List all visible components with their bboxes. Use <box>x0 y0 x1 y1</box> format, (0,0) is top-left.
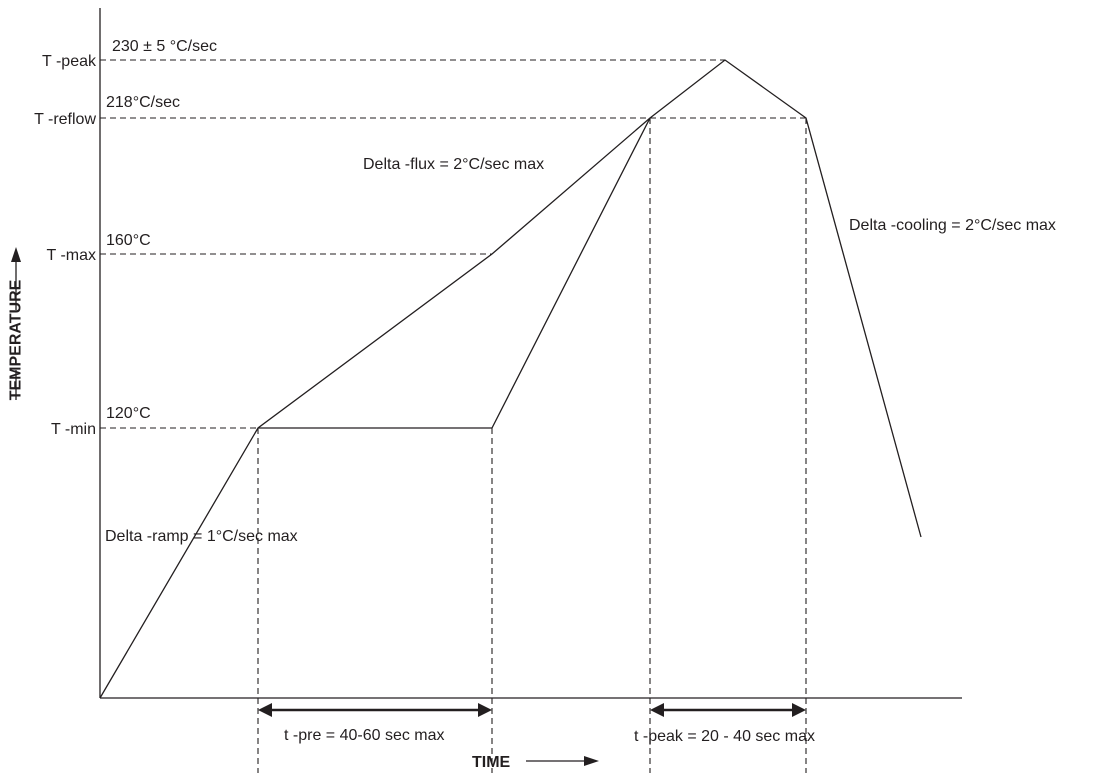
t-reflow-value: 218°C/sec <box>106 94 180 111</box>
t-peak-label: T -peak <box>42 53 97 70</box>
t-min-value: 120°C <box>106 405 151 422</box>
pre-duration-arrow <box>258 703 492 717</box>
t-max-label: T -max <box>47 247 96 264</box>
t-max-value: 160°C <box>106 232 151 249</box>
peak-duration-label: t -peak = 20 - 40 sec max <box>634 728 815 745</box>
time-axis-title: TIME <box>472 754 511 771</box>
temperature-axis-arrow <box>11 247 21 310</box>
t-reflow-label: T -reflow <box>34 111 96 128</box>
ramp-rate-label: Delta -ramp = 1°C/sec max <box>105 528 298 545</box>
flux-rate-label: Delta -flux = 2°C/sec max <box>363 156 544 173</box>
cooling-rate-label: Delta -cooling = 2°C/sec max <box>849 217 1056 234</box>
pre-duration-label: t -pre = 40-60 sec max <box>284 727 445 744</box>
peak-duration-arrow <box>650 703 806 717</box>
t-peak-value: 230 ± 5 °C/sec <box>112 38 217 55</box>
t-min-label: T -min <box>51 421 96 438</box>
soak-curve <box>258 117 651 429</box>
time-axis-arrow <box>526 756 599 766</box>
temperature-axis-title: TEMPERATURE <box>8 279 25 400</box>
